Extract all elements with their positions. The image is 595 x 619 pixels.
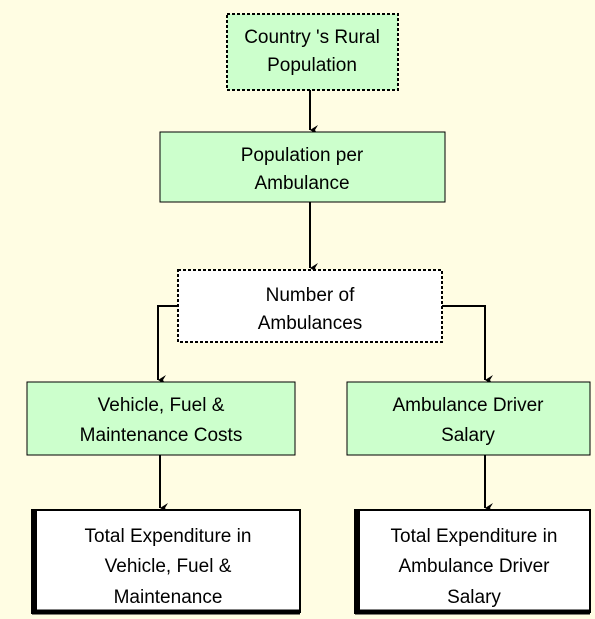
connectors <box>157 90 493 513</box>
node-text: Vehicle, Fuel & <box>105 556 232 577</box>
node-text: Number of <box>266 285 355 306</box>
node-text: Total Expenditure in <box>391 526 558 547</box>
node-text: Salary <box>441 425 495 446</box>
node-text: Population <box>267 55 357 76</box>
node-text: Ambulance <box>254 173 349 194</box>
node-text: Vehicle, Fuel & <box>98 395 225 416</box>
node-text: Total Expenditure in <box>85 526 252 547</box>
node-text: Maintenance <box>114 587 223 608</box>
node-box <box>159 131 446 203</box>
node-box <box>354 509 591 613</box>
node-text: Country 's Rural <box>244 27 380 48</box>
node-box <box>226 13 399 91</box>
node-text: Salary <box>447 587 501 608</box>
arrow <box>157 305 178 385</box>
node-box <box>26 381 296 456</box>
node-text: Ambulance Driver <box>393 395 545 416</box>
node-box <box>346 381 591 456</box>
arrow <box>442 305 493 385</box>
node-text: Ambulance Driver <box>399 556 551 577</box>
node-box <box>177 269 443 343</box>
node-text: Maintenance Costs <box>80 425 243 446</box>
node-text: Population per <box>241 145 364 166</box>
node-text: Ambulances <box>258 313 363 334</box>
